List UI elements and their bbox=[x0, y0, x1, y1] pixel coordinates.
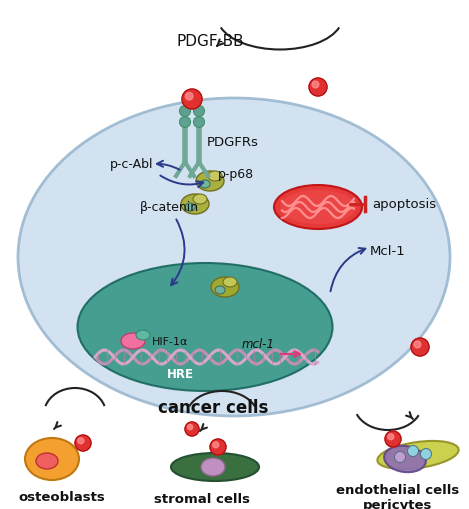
Circle shape bbox=[385, 431, 401, 447]
Text: β-catenin: β-catenin bbox=[140, 201, 199, 214]
Ellipse shape bbox=[223, 277, 237, 288]
Circle shape bbox=[394, 451, 406, 463]
Text: p-p68: p-p68 bbox=[218, 168, 254, 181]
Circle shape bbox=[180, 106, 190, 117]
Text: mcl-1: mcl-1 bbox=[242, 338, 274, 351]
Circle shape bbox=[421, 448, 431, 460]
Circle shape bbox=[312, 82, 319, 89]
Text: stromal cells: stromal cells bbox=[154, 493, 250, 505]
Text: PDGF-BB: PDGF-BB bbox=[176, 35, 244, 49]
Circle shape bbox=[408, 445, 418, 457]
Ellipse shape bbox=[208, 172, 222, 182]
FancyArrowPatch shape bbox=[331, 248, 365, 292]
Text: PDGFRs: PDGFRs bbox=[207, 136, 259, 149]
Ellipse shape bbox=[196, 172, 224, 191]
Circle shape bbox=[411, 338, 429, 356]
FancyArrowPatch shape bbox=[157, 161, 180, 171]
Ellipse shape bbox=[280, 191, 356, 224]
Circle shape bbox=[185, 93, 193, 101]
Circle shape bbox=[182, 90, 202, 110]
Circle shape bbox=[75, 435, 91, 451]
Circle shape bbox=[180, 117, 190, 128]
FancyArrowPatch shape bbox=[160, 176, 203, 188]
Circle shape bbox=[414, 342, 421, 348]
Circle shape bbox=[213, 442, 219, 448]
Ellipse shape bbox=[211, 277, 239, 297]
Ellipse shape bbox=[136, 330, 150, 341]
Ellipse shape bbox=[185, 204, 195, 212]
Text: endothelial cells
pericytes: endothelial cells pericytes bbox=[336, 483, 460, 509]
Circle shape bbox=[210, 439, 226, 455]
Ellipse shape bbox=[77, 264, 333, 391]
FancyArrowPatch shape bbox=[171, 220, 185, 286]
Circle shape bbox=[309, 79, 327, 97]
Circle shape bbox=[194, 117, 204, 128]
Circle shape bbox=[194, 106, 204, 117]
Ellipse shape bbox=[384, 446, 426, 472]
Ellipse shape bbox=[18, 99, 450, 416]
Ellipse shape bbox=[25, 438, 79, 480]
Circle shape bbox=[78, 438, 84, 444]
Text: Mcl-1: Mcl-1 bbox=[370, 245, 406, 258]
Circle shape bbox=[388, 434, 394, 440]
Ellipse shape bbox=[215, 287, 225, 294]
Ellipse shape bbox=[171, 453, 259, 481]
Ellipse shape bbox=[193, 194, 207, 205]
Circle shape bbox=[188, 425, 193, 430]
Ellipse shape bbox=[181, 194, 209, 215]
Ellipse shape bbox=[36, 453, 58, 469]
Text: apoptosis: apoptosis bbox=[372, 198, 436, 211]
Text: p-c-Abl: p-c-Abl bbox=[110, 158, 153, 171]
Ellipse shape bbox=[200, 181, 210, 189]
Text: osteoblasts: osteoblasts bbox=[18, 491, 105, 503]
Ellipse shape bbox=[274, 186, 362, 230]
Ellipse shape bbox=[201, 458, 225, 476]
Ellipse shape bbox=[121, 333, 145, 349]
Text: HIF-1α: HIF-1α bbox=[152, 336, 189, 346]
Text: HRE: HRE bbox=[166, 368, 194, 381]
Text: cancer cells: cancer cells bbox=[158, 398, 268, 416]
Circle shape bbox=[185, 422, 199, 436]
Ellipse shape bbox=[378, 441, 459, 469]
